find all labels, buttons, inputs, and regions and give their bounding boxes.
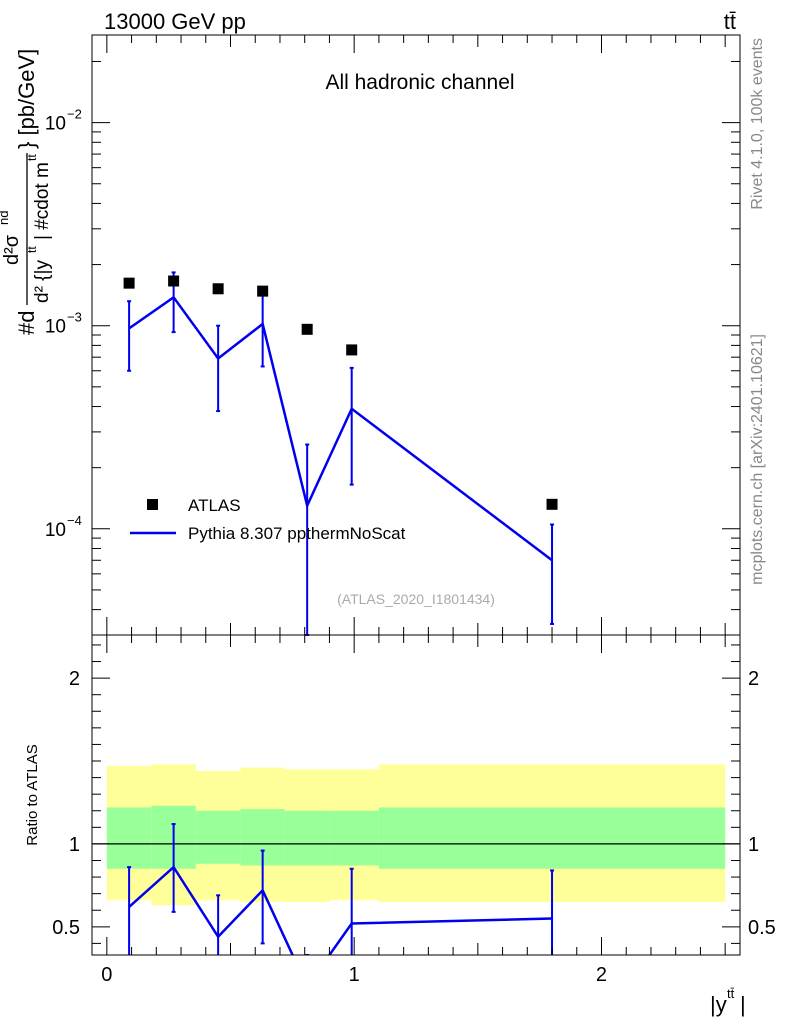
ratio-uncertainty-bands [106,764,726,906]
ratio-prediction-series [127,823,555,955]
atlas-data-point [546,498,558,510]
y-label-denominator-tail: | #cdot m [32,162,53,240]
atlas-data-series [123,275,558,510]
main-panel: 10−210−310−4 All hadronic channel (ATLAS… [0,34,741,636]
ratio-inner-band [106,807,152,869]
ratio-y-axis-label: Ratio to ATLAS [24,744,41,845]
process-label: tt̄ [724,9,736,34]
ratio-inner-band [195,810,241,864]
ratio-x-tick-label: 2 [596,964,607,986]
ratio-y-tick-label-right: 0.5 [748,917,776,939]
ratio-y-tick-label: 0.5 [52,917,80,939]
chart-title: All hadronic channel [325,71,514,94]
x-label-close: | [740,992,746,1017]
main-y-tick-label-exp: −2 [67,107,82,122]
rivet-label: Rivet 4.1.0, 100k events [749,38,766,210]
main-y-tick-label: 10 [45,114,66,135]
x-axis-label: |y tt̄ | [710,986,746,1017]
analysis-watermark: (ATLAS_2020_I1801434) [337,591,495,607]
main-y-ticks: 10−210−310−4 [45,35,740,636]
ratio-frame [91,634,741,956]
atlas-data-point [301,323,313,335]
ratio-series-group [127,823,555,955]
mcplots-label: mcplots.cern.ch [arXiv:2401.10621] [749,334,766,585]
energy-label: 13000 GeV pp [104,9,246,34]
ratio-y-ticks: 0.5 0.5 1 1 2 2 [52,644,776,944]
ratio-panel: 0.5 0.5 1 1 2 2 0 1 2 Ratio to ATLAS |y tt̄ | [24,634,776,1017]
main-frame [91,34,741,636]
ratio-y-tick-label: 2 [69,668,80,690]
atlas-data-point [257,285,269,297]
ratio-y-tick-label: 1 [69,834,80,856]
atlas-data-point [212,283,224,295]
y-label-hash-d: #d [14,311,39,335]
y-label-denominator-sup: tt̄ [25,246,39,253]
legend-atlas-label: ATLAS [188,496,241,515]
y-label-numerator-sup: nd [0,211,11,225]
ratio-x-ticks: 0 1 2 [101,635,726,986]
ratio-y-tick-label-right: 1 [748,834,759,856]
atlas-data-point [346,344,358,356]
atlas-data-point [123,277,135,289]
prediction-line [128,295,553,562]
ratio-x-tick-label: 1 [349,964,360,986]
main-y-tick-label: 10 [45,520,66,541]
ratio-inner-band [284,810,330,866]
y-label-denominator-tail-sup: tt̄ [25,154,39,161]
legend-pythia-label: Pythia 8.307 ppthermNoScat [188,524,406,543]
ratio-inner-band [378,807,726,869]
main-y-tick-label-exp: −3 [67,310,82,325]
y-label-brace-unit: } [pb/GeV] [14,49,39,149]
main-y-tick-label: 10 [45,317,66,338]
x-label-open: |y [710,992,727,1017]
ratio-inner-band [329,810,379,866]
legend: ATLAS Pythia 8.307 ppthermNoScat [130,496,406,543]
ratio-x-tick-label: 0 [101,964,112,986]
ratio-y-tick-label-right: 2 [748,668,759,690]
legend-atlas-marker [147,499,158,510]
main-y-axis-label: #d d²σ nd d² {|y tt̄ | #cdot m tt̄ } [pb… [0,49,53,335]
y-label-numerator: d²σ [1,234,23,265]
prediction-series [127,271,555,636]
main-y-tick-label-exp: −4 [67,513,82,528]
atlas-data-point [168,275,180,287]
y-label-denominator: d² {|y [32,260,53,303]
x-label-sup: tt̄ [727,986,735,1001]
